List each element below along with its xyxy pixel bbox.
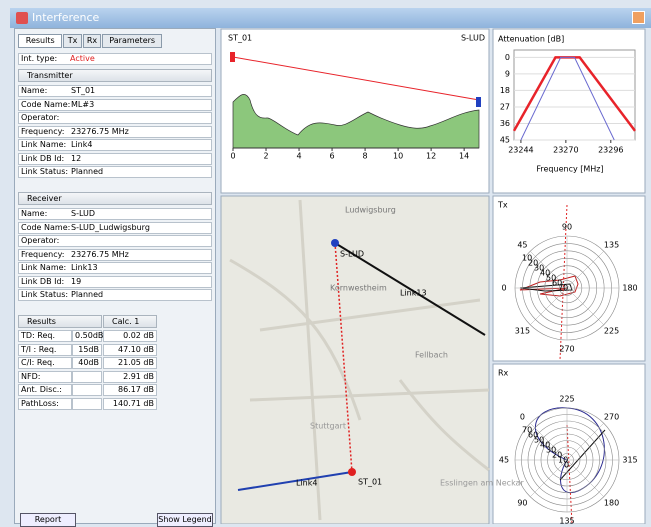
polar-title: Tx xyxy=(497,201,508,210)
charts: ST_01 S-LUD 0 2 4 6 8 10 12 14 Attenuation [dB] Fre… xyxy=(0,0,651,524)
x-tick-label: 6 xyxy=(330,152,335,161)
polar-angle-label: 90 xyxy=(562,223,572,232)
chart-title: Attenuation [dB] xyxy=(498,35,564,44)
x-tick-label: 10 xyxy=(393,152,403,161)
profile-right-label: S-LUD xyxy=(461,34,485,43)
profile-left-label: ST_01 xyxy=(228,34,252,43)
y-tick-label: 18 xyxy=(500,86,510,95)
polar-angle-label: 45 xyxy=(499,456,509,465)
rx-antenna xyxy=(476,97,481,107)
st01-site[interactable] xyxy=(348,468,356,476)
x-axis-label: Frequency [MHz] xyxy=(536,165,603,174)
map-label: Esslingen am Neckar xyxy=(440,479,524,488)
polar-angle-label: 0 xyxy=(501,284,506,293)
x-tick-label: 2 xyxy=(263,152,268,161)
polar-angle-label: 90 xyxy=(517,499,527,508)
polar-ring-label: 70 xyxy=(558,284,568,293)
x-tick-label: 4 xyxy=(296,152,301,161)
map-label: Stuttgart xyxy=(310,422,346,431)
tx-antenna xyxy=(230,52,235,62)
polar-angle-label: 180 xyxy=(604,499,619,508)
y-tick-label: 0 xyxy=(505,53,510,62)
map-panel xyxy=(221,196,489,524)
polar-angle-label: 135 xyxy=(559,517,574,525)
profile-panel xyxy=(221,29,489,193)
map-label: Ludwigsburg xyxy=(345,206,396,215)
polar-angle-label: 180 xyxy=(622,284,637,293)
app: Interference ResultsTxRxParametersInt. t… xyxy=(0,0,651,524)
polar-angle-label: 270 xyxy=(604,412,619,421)
polar-angle-label: 315 xyxy=(622,456,637,465)
x-tick-label: 23296 xyxy=(598,146,623,155)
polar-ring-label: 0 xyxy=(564,461,569,470)
map-label: Fellbach xyxy=(415,351,448,360)
s-lud-site[interactable] xyxy=(331,239,339,247)
plot-area xyxy=(514,50,635,140)
polar-angle-label: 135 xyxy=(604,240,619,249)
polar-angle-label: 45 xyxy=(517,240,527,249)
polar-angle-label: 225 xyxy=(604,327,619,336)
y-tick-label: 9 xyxy=(505,69,510,78)
polar-angle-label: 0 xyxy=(520,412,525,421)
x-tick-label: 8 xyxy=(363,152,368,161)
y-tick-label: 36 xyxy=(500,119,510,128)
x-tick-label: 14 xyxy=(459,152,469,161)
x-tick-label: 12 xyxy=(426,152,436,161)
map-label: Link13 xyxy=(400,289,427,298)
rx-panel xyxy=(493,364,645,524)
map-label: Kornwestheim xyxy=(330,284,387,293)
y-tick-label: 45 xyxy=(500,136,510,145)
y-tick-label: 27 xyxy=(500,102,510,111)
map-label: ST_01 xyxy=(358,478,382,487)
polar-title: Rx xyxy=(498,369,509,378)
map-label: Link4 xyxy=(296,479,317,488)
polar-angle-label: 225 xyxy=(559,395,574,404)
x-tick-label: 23244 xyxy=(508,146,533,155)
polar-angle-label: 315 xyxy=(515,327,530,336)
x-tick-label: 0 xyxy=(230,152,235,161)
map-label: S-LUD xyxy=(340,250,364,259)
x-tick-label: 23270 xyxy=(553,146,578,155)
polar-angle-label: 270 xyxy=(559,345,574,354)
